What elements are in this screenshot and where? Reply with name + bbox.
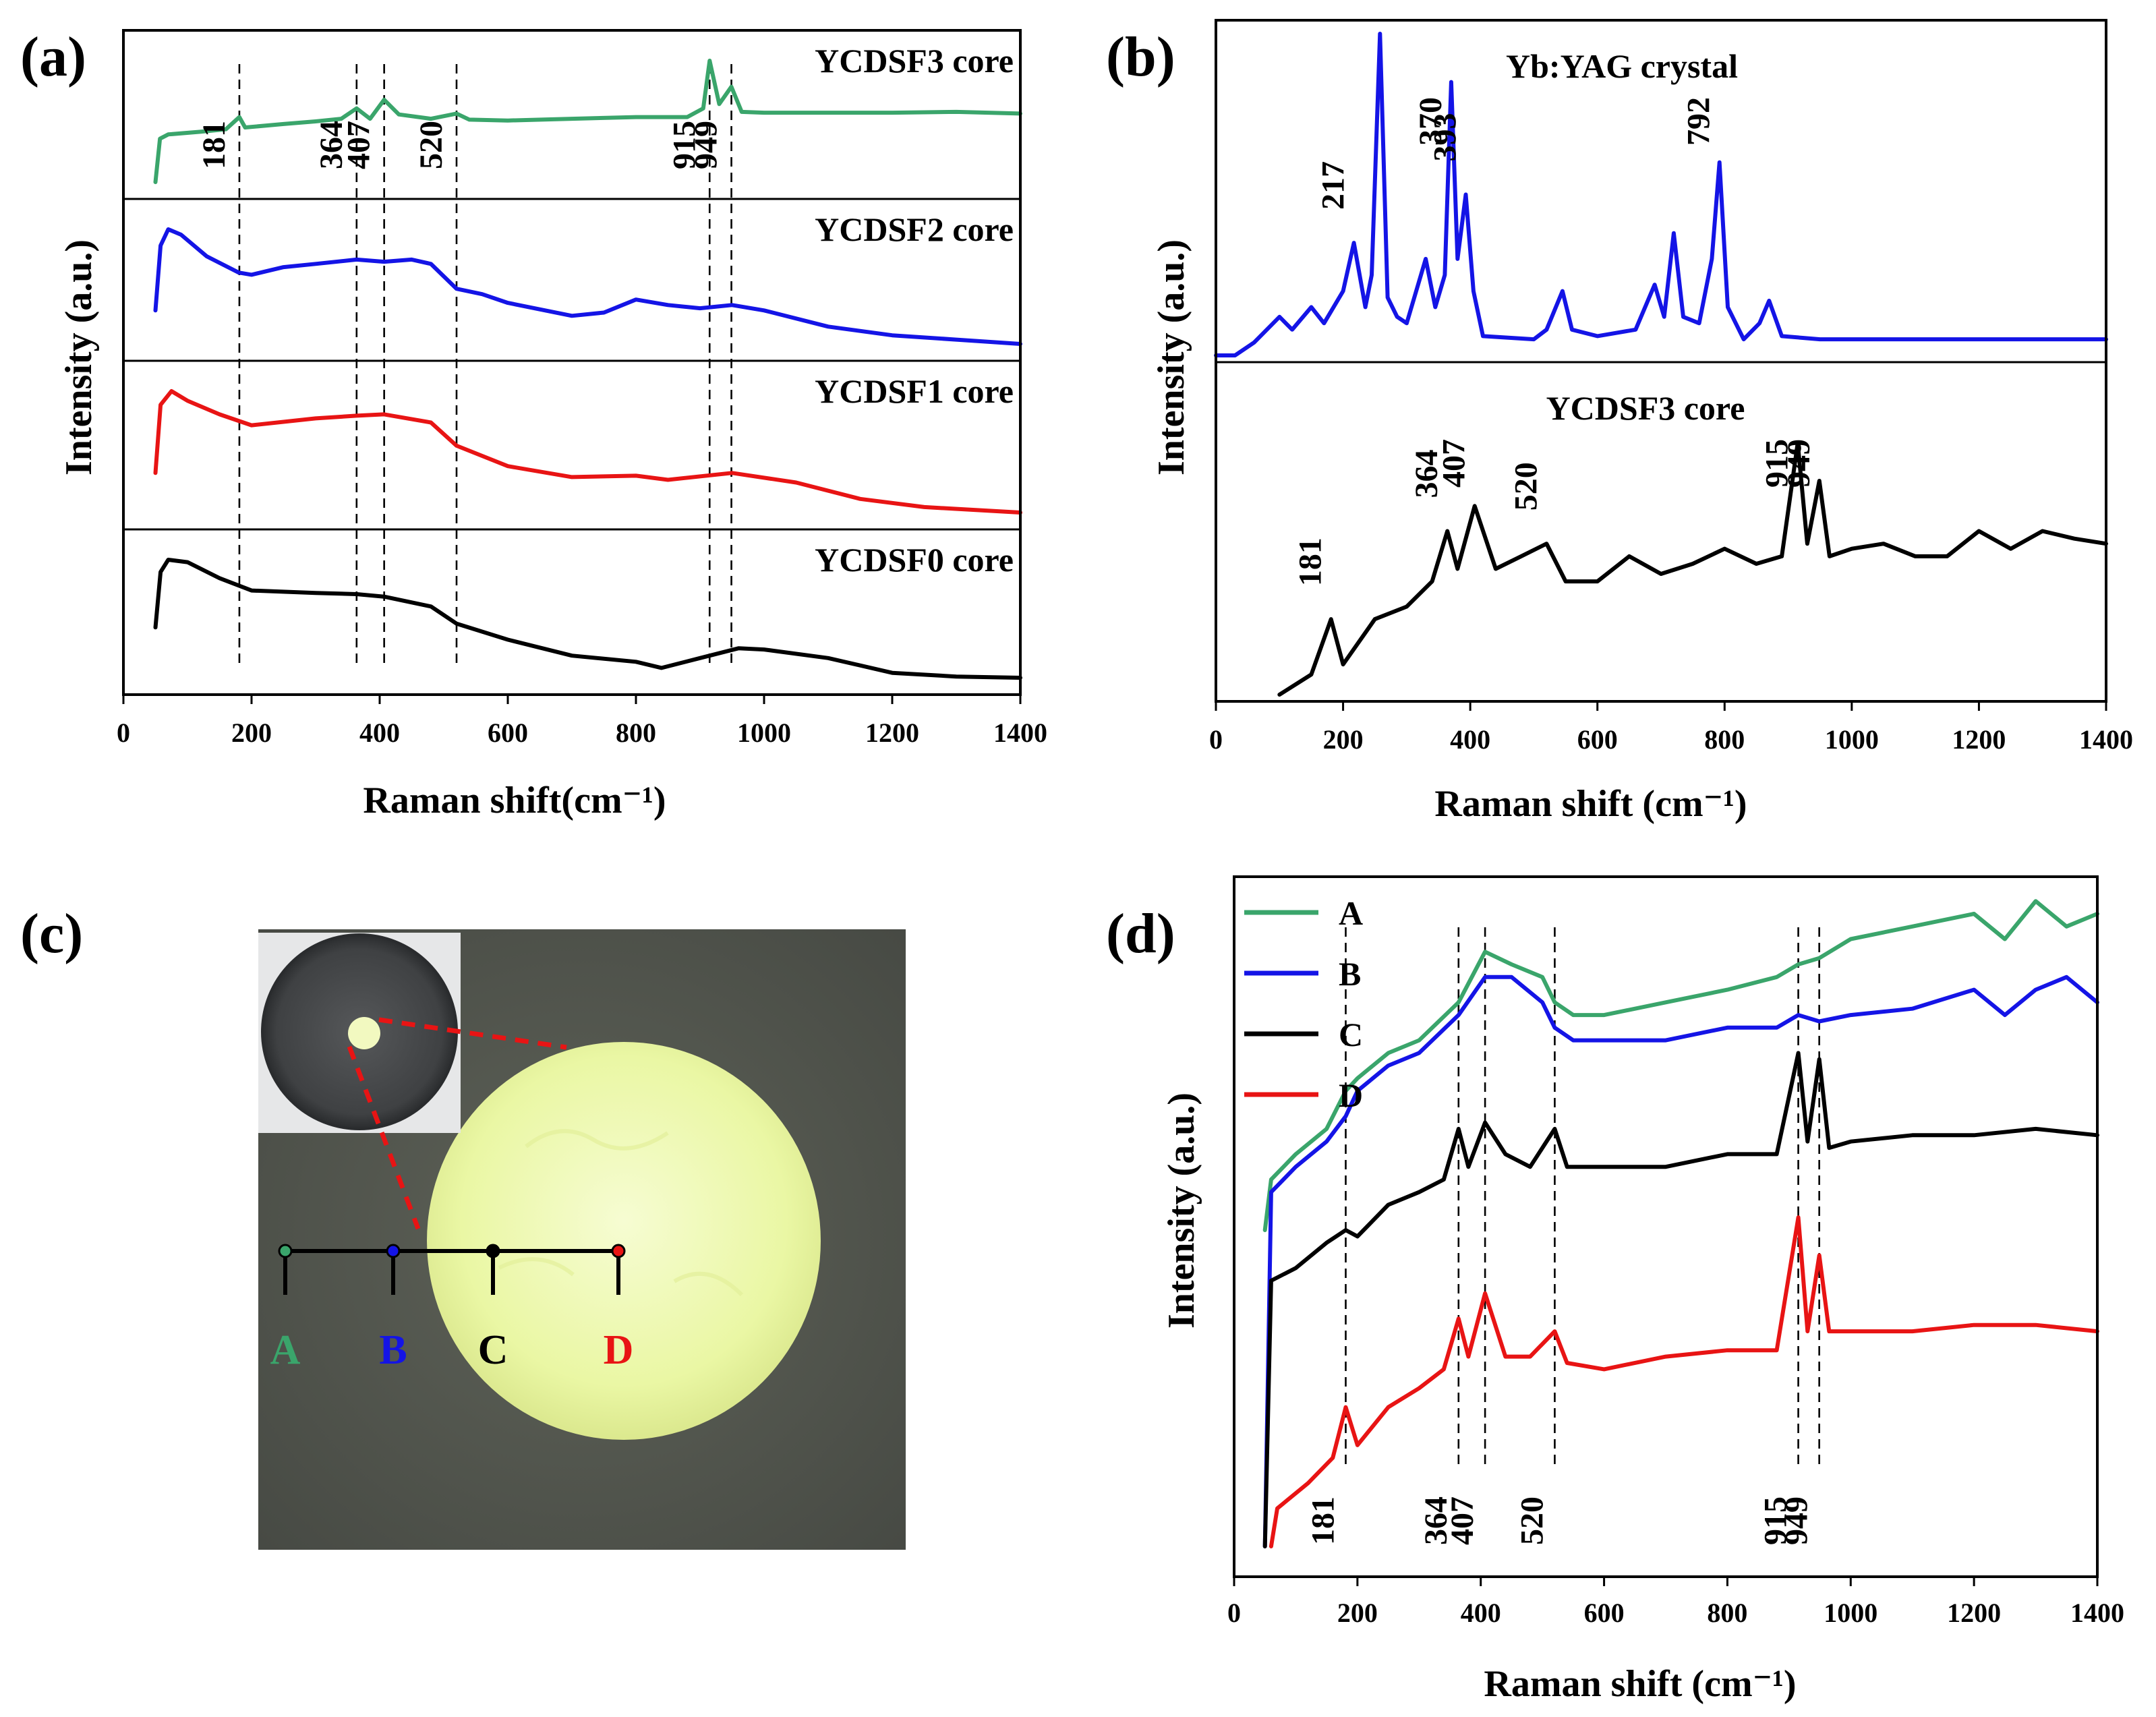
- scan-point-marker: [486, 1244, 500, 1258]
- chart_data_1-xtick-label: 0: [1209, 724, 1223, 755]
- panel-b-peak-label: 792: [1681, 97, 1717, 146]
- chart_data_1-xtick-label: 400: [1450, 724, 1490, 755]
- panel-b-ylabel: Intensity (a.u.): [1150, 239, 1192, 475]
- scan-point-marker: [386, 1244, 401, 1258]
- chart_data_2-xtick-label: 1000: [1824, 1598, 1877, 1628]
- panel-b-frame: [1215, 19, 2107, 703]
- panel-b-peak-label: 364: [1409, 450, 1445, 498]
- panel-a-peak-label: 364: [314, 121, 349, 169]
- chart_data_1-xtick-label: 600: [1577, 724, 1618, 755]
- chart_data_1-xtick-label: 200: [1323, 724, 1364, 755]
- chart_data_0-xtick-label: 1200: [865, 718, 919, 748]
- chart_data_0-xtick-label: 200: [231, 718, 272, 748]
- panel-d-legend-label: C: [1339, 1016, 1363, 1053]
- chart_data_1-xtick-label: 1400: [2079, 724, 2133, 755]
- panel-d-peak-label: 915: [1758, 1496, 1794, 1545]
- panel-b-peak-label: 520: [1508, 462, 1544, 511]
- chart_data_0-xtick-label: 600: [488, 718, 528, 748]
- panel-a-peak-label: 181: [196, 121, 232, 169]
- chart_data_2-xtick-label: 1200: [1947, 1598, 2001, 1628]
- scan-point-marker: [611, 1244, 626, 1258]
- panel-d-peak-label: 364: [1418, 1496, 1454, 1545]
- panel-a-peak-label: 520: [413, 121, 449, 169]
- panel-b-xlabel: Raman shift (cm⁻¹): [1434, 783, 1747, 825]
- panel-a-label: (a): [20, 26, 86, 88]
- chart_data_1-xtick-label: 800: [1704, 724, 1745, 755]
- panel-b-peak-label: 393: [1428, 113, 1463, 162]
- core-texture: [498, 1129, 744, 1297]
- panel-d-series-3: [1269, 1215, 2099, 1548]
- chart_data_1-xtick-label: 1200: [1952, 724, 2006, 755]
- panel-b-series-label: Yb:YAG crystal: [1506, 47, 1738, 85]
- chart_data_2-xtick-label: 800: [1707, 1598, 1747, 1628]
- scan-point-label: B: [379, 1327, 407, 1373]
- panel-d-label: (d): [1106, 902, 1175, 965]
- panel-d-peak-label: 949: [1779, 1496, 1815, 1545]
- panel-b-label: (b): [1106, 26, 1175, 88]
- panel-a-series-0: [153, 59, 1022, 184]
- panel-d-legend-label: A: [1339, 894, 1363, 932]
- panel-a-series-label: YCDSF3 core: [815, 42, 1014, 80]
- zoom-line-bottom: [347, 1045, 421, 1230]
- panel-a-xlabel: Raman shift(cm⁻¹): [363, 780, 666, 821]
- chart_data_0-xtick-label: 1000: [737, 718, 791, 748]
- panel-a-peak-label: 915: [666, 121, 702, 169]
- panel-a-peak-label: 949: [689, 121, 724, 169]
- chart_data_2-xtick-label: 400: [1461, 1598, 1501, 1628]
- fiber-core: [427, 1042, 821, 1440]
- panel-d: (d) Intensity (a.u.) Raman shift (cm⁻¹) …: [1106, 875, 2124, 1705]
- chart_data_0-xtick-label: 0: [117, 718, 130, 748]
- panel-d-series-2: [1262, 1051, 2099, 1548]
- chart_data_2-xtick-label: 1400: [2070, 1598, 2124, 1628]
- chart_data_2-xtick-label: 600: [1584, 1598, 1625, 1628]
- panel-a-series-2: [153, 389, 1022, 515]
- panel-d-legend-label: D: [1339, 1076, 1363, 1114]
- panel-a-series-label: YCDSF2 core: [815, 210, 1014, 248]
- inset-fiber-core: [348, 1017, 380, 1049]
- panel-a-peak-label: 407: [341, 121, 377, 169]
- panel-c: (c) A B C D: [20, 902, 906, 1550]
- scan-point-label: D: [604, 1327, 634, 1373]
- panel-b-peak-label: 217: [1316, 161, 1351, 210]
- panel-b-peak-label: 915: [1759, 439, 1795, 488]
- scan-point-marker: [278, 1244, 293, 1258]
- panel-b-series-0: [1214, 32, 2108, 357]
- panel-b-peak-label: 181: [1293, 537, 1329, 586]
- panel-b-peak-label: 949: [1781, 439, 1817, 488]
- zoom-line-top: [378, 1017, 567, 1050]
- chart_data_2-xtick-label: 200: [1337, 1598, 1378, 1628]
- panel-b-series-1: [1277, 441, 2108, 697]
- panel-b-peak-label: 407: [1436, 439, 1472, 488]
- panel-a-frame: [122, 29, 1022, 696]
- panel-d-xlabel: Raman shift (cm⁻¹): [1484, 1663, 1796, 1705]
- panel-d-series-0: [1262, 899, 2099, 1232]
- panel-b-series-label: YCDSF3 core: [1546, 389, 1745, 427]
- panel-a-series-label: YCDSF1 core: [815, 372, 1014, 410]
- panel-a-series-1: [153, 227, 1022, 346]
- chart_data_1-xtick-label: 1000: [1825, 724, 1879, 755]
- panel-d-legend-label: B: [1339, 955, 1361, 993]
- panel-a-ylabel: Intensity (a.u.): [58, 239, 100, 475]
- panel-b-peak-label: 370: [1413, 97, 1449, 146]
- panel-d-peak-label: 520: [1514, 1496, 1550, 1545]
- panel-d-peak-label: 407: [1445, 1496, 1480, 1545]
- panel-a-series-label: YCDSF0 core: [815, 541, 1014, 579]
- scan-point-label: A: [270, 1327, 301, 1373]
- chart_data_0-xtick-label: 400: [359, 718, 400, 748]
- panel-a: (a) Intensity (a.u.) Raman shift(cm⁻¹) Y…: [20, 26, 1047, 821]
- chart_data_2-xtick-label: 0: [1227, 1598, 1241, 1628]
- panel-c-label: (c): [20, 902, 83, 965]
- panel-d-peak-label: 181: [1305, 1496, 1341, 1545]
- scan-point-label: C: [478, 1327, 508, 1373]
- chart_data_0-xtick-label: 800: [616, 718, 656, 748]
- panel-a-series-3: [153, 558, 1022, 680]
- panel-d-series-1: [1262, 974, 2099, 1548]
- panel-b: (b) Intensity (a.u.) Raman shift (cm⁻¹) …: [1106, 19, 2133, 825]
- chart_data_0-xtick-label: 1400: [993, 718, 1047, 748]
- panel-d-frame: [1233, 875, 2099, 1578]
- panel-d-ylabel: Intensity (a.u.): [1161, 1093, 1202, 1329]
